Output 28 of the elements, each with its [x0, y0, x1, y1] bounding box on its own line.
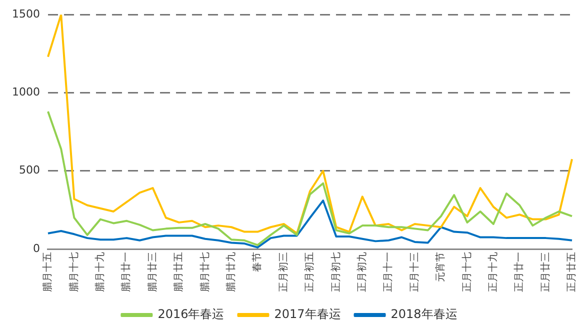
x-tick-label: 正月十一	[382, 252, 394, 292]
x-tick-label: 正月初七	[330, 252, 342, 292]
x-tick-label: 腊月廿五	[172, 252, 185, 292]
y-tick-label: 1500	[12, 7, 40, 20]
x-tick-label: 腊月廿七	[198, 252, 211, 292]
legend-label: 2017年春运	[274, 307, 341, 322]
x-tick-label: 正月廿五	[566, 252, 578, 292]
legend-label: 2018年春运	[390, 307, 458, 322]
x-tick-label: 腊月十五	[42, 252, 54, 292]
x-tick-label: 正月廿三	[539, 252, 552, 292]
y-tick-label: 500	[18, 164, 40, 177]
x-tick-label: 正月十九	[486, 252, 499, 292]
x-tick-label: 腊月廿九	[224, 252, 237, 292]
x-tick-label: 元宵节	[434, 252, 447, 282]
x-tick-label: 正月初三	[277, 252, 290, 292]
x-tick-label: 腊月十七	[68, 252, 80, 292]
x-tick-label: 正月廿一	[513, 252, 526, 292]
x-tick-label: 正月十七	[460, 252, 473, 292]
x-tick-label: 正月初九	[356, 252, 368, 292]
x-tick-label: 正月初五	[304, 252, 316, 292]
x-tick-label: 腊月十九	[94, 252, 106, 292]
legend-label: 2016年春运	[158, 307, 224, 322]
x-tick-label: 腊月廿一	[120, 252, 132, 292]
x-tick-label: 腊月廿三	[146, 252, 158, 292]
x-tick-label: 春节	[251, 252, 264, 272]
y-tick-label: 0	[32, 242, 40, 255]
y-tick-label: 1000	[12, 86, 40, 99]
x-tick-label: 正月十三	[408, 252, 420, 292]
